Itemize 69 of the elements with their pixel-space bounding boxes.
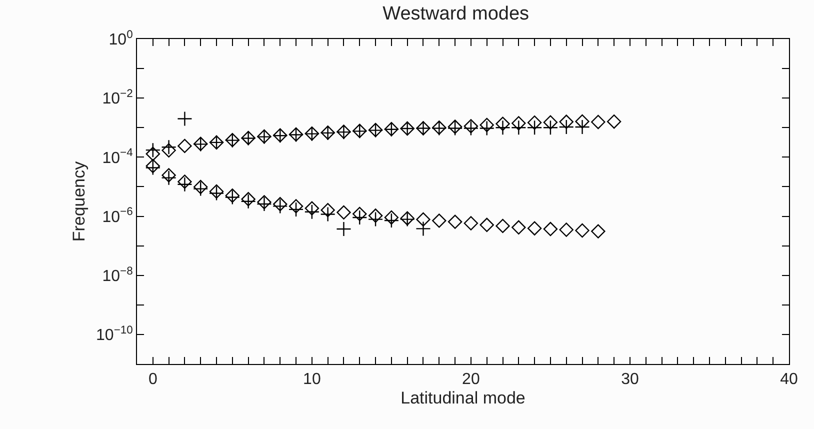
point (288, 202, 304, 218)
point (512, 220, 526, 234)
point (527, 221, 542, 236)
point (432, 214, 446, 228)
point (177, 176, 192, 192)
point (479, 120, 494, 136)
x-tick-label: 10 (303, 371, 321, 388)
y-axis-title: Frequency (70, 160, 89, 242)
point (591, 114, 606, 130)
point (575, 114, 590, 129)
point (352, 206, 367, 222)
point (543, 222, 558, 236)
point (416, 212, 430, 227)
point (384, 212, 400, 228)
point (161, 170, 176, 186)
point (352, 210, 368, 226)
y-tick-label: 10$^{−8}$ (102, 265, 133, 285)
point (526, 120, 542, 136)
point (304, 201, 320, 216)
point (559, 222, 574, 237)
point (162, 143, 176, 158)
point (336, 205, 351, 220)
point (368, 212, 384, 227)
point (496, 116, 510, 131)
point (384, 210, 399, 225)
point (177, 111, 192, 126)
point (273, 197, 288, 212)
point (574, 119, 590, 135)
x-tick-label: 0 (148, 371, 158, 388)
point (288, 199, 304, 214)
point (320, 206, 336, 222)
point (145, 142, 160, 158)
point (543, 115, 558, 130)
point (591, 224, 606, 238)
x-axis-title: Latitudinal mode (400, 388, 526, 408)
point (178, 174, 192, 189)
point (146, 146, 160, 162)
point (304, 204, 320, 220)
point (272, 198, 288, 214)
y-tick-label: 10$^{0}$ (108, 28, 133, 49)
point (559, 114, 574, 129)
x-tick-label: 20 (462, 371, 480, 388)
point (480, 118, 494, 132)
y-tick-label: 10$^{−4}$ (102, 147, 133, 167)
point (495, 120, 510, 136)
point (368, 208, 383, 223)
point (162, 168, 176, 182)
point (575, 223, 590, 238)
point (336, 221, 352, 237)
point (558, 119, 574, 135)
y-tick-label: 10$^{−6}$ (102, 206, 133, 226)
x-tick-label: 40 (780, 371, 798, 388)
point (320, 202, 335, 218)
point (527, 116, 542, 130)
point (512, 116, 526, 130)
point (178, 138, 192, 154)
point (448, 214, 462, 229)
point (511, 120, 526, 136)
y-tick-label: 10$^{−2}$ (102, 88, 133, 108)
point (416, 221, 431, 236)
point (606, 114, 622, 129)
point (496, 218, 510, 234)
y-tick-label: 10$^{−10}$ (96, 324, 133, 344)
point (464, 216, 478, 230)
chart-title: Westward modes (382, 4, 530, 25)
point (542, 120, 558, 136)
point (480, 218, 494, 232)
x-tick-label: 30 (621, 371, 639, 388)
point (161, 140, 176, 155)
